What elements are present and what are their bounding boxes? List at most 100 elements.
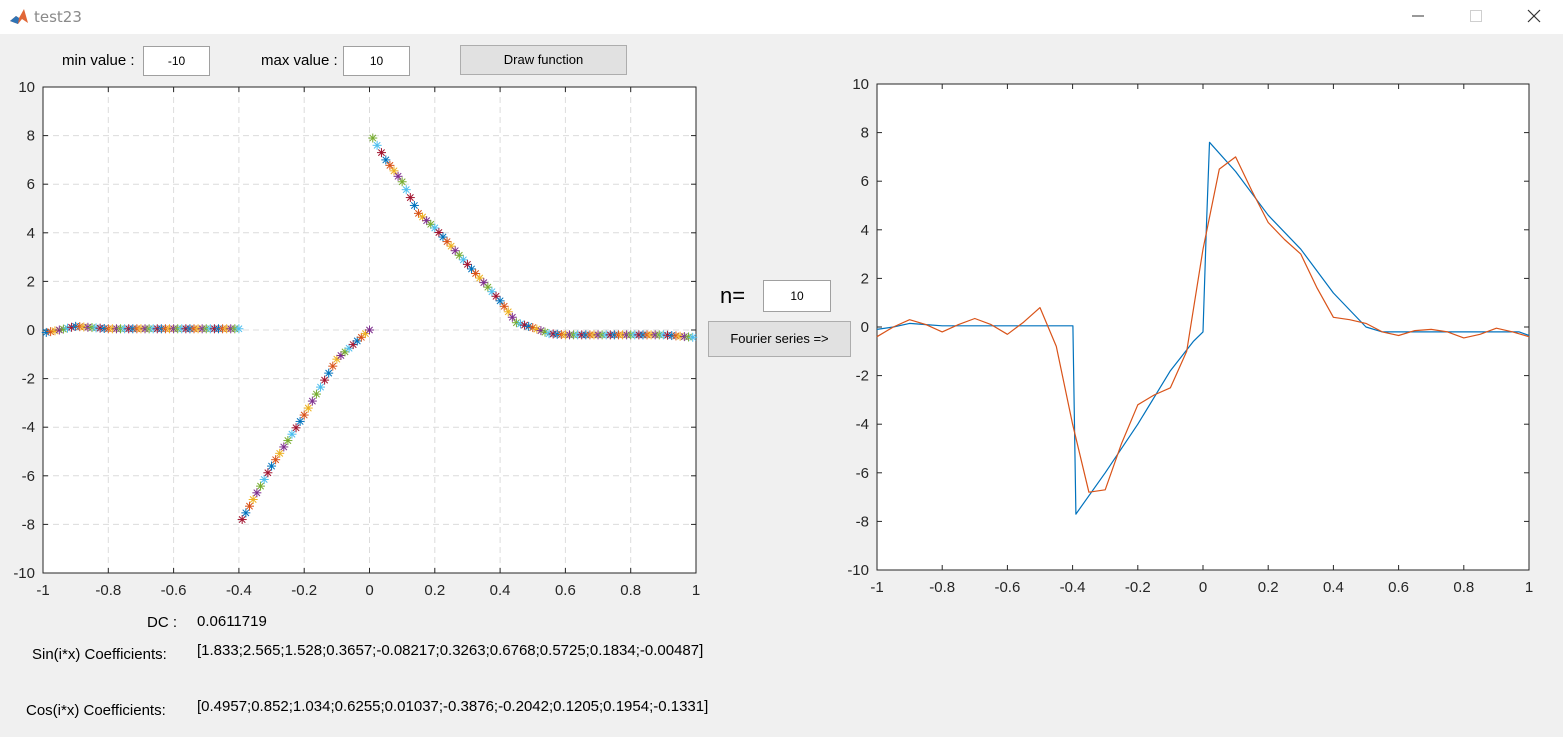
- data-point: [299, 410, 309, 420]
- left-chart-x-tick-label: 0.6: [555, 582, 576, 599]
- right-chart-y-tick-label: 10: [852, 76, 869, 93]
- data-point: [389, 166, 399, 176]
- left-chart-x-tick-label: -0.4: [226, 582, 252, 599]
- data-point: [409, 200, 419, 210]
- left-chart-y-tick-label: -8: [22, 516, 35, 533]
- dc-value: 0.0611719: [197, 613, 267, 630]
- data-point: [234, 324, 244, 334]
- left-chart-x-tick-label: -0.2: [291, 582, 317, 599]
- right-chart-x-tick-label: 0.6: [1388, 579, 1409, 596]
- cos-coefficients-label: Cos(i*x) Coefficients:: [26, 702, 166, 719]
- data-point: [536, 326, 546, 336]
- data-point: [303, 403, 313, 413]
- data-point: [397, 177, 407, 187]
- data-point: [279, 442, 289, 452]
- data-point: [307, 396, 317, 406]
- original-function-line: [876, 141, 1530, 515]
- max-value-input[interactable]: 10: [343, 46, 410, 76]
- data-point: [393, 171, 403, 181]
- minimize-icon: [1412, 15, 1424, 17]
- right-chart-y-tick-label: -6: [856, 465, 869, 482]
- right-chart-x-tick-label: 0.8: [1453, 579, 1474, 596]
- window-title: test23: [34, 8, 82, 26]
- fourier-approximation-line: [876, 156, 1530, 493]
- data-point: [471, 269, 481, 279]
- data-point: [446, 241, 456, 251]
- data-point: [245, 501, 255, 511]
- max-value-label: max value :: [261, 52, 338, 69]
- data-point: [381, 155, 391, 165]
- right-chart-y-tick-label: 6: [861, 173, 869, 190]
- data-point: [316, 382, 326, 392]
- right-chart-x-tick-label: 0: [1199, 579, 1207, 596]
- right-chart-y-tick-label: -2: [856, 368, 869, 385]
- left-chart-y-tick-label: 0: [27, 322, 35, 339]
- data-point: [495, 296, 505, 306]
- data-point: [532, 324, 542, 334]
- draw-function-button[interactable]: Draw function: [460, 45, 627, 75]
- sin-coefficients-value: [1.833;2.565;1.528;0.3657;-0.08217;0.326…: [197, 642, 704, 659]
- data-point: [271, 455, 281, 465]
- minimize-button[interactable]: [1388, 0, 1448, 32]
- data-point: [491, 291, 501, 301]
- right-chart-x-tick-label: 0.4: [1323, 579, 1344, 596]
- data-point: [511, 318, 521, 328]
- data-point: [507, 312, 517, 322]
- right-chart-x-tick-label: -1: [870, 579, 883, 596]
- data-point: [324, 368, 334, 378]
- data-point: [365, 325, 374, 335]
- left-chart-y-tick-label: 6: [27, 176, 35, 193]
- maximize-button[interactable]: [1446, 0, 1506, 32]
- right-chart-x-tick-label: -0.2: [1125, 579, 1151, 596]
- right-chart-y-tick-label: 2: [861, 270, 869, 287]
- title-bar: test23: [0, 0, 1563, 34]
- right-chart-y-tick-label: 4: [861, 222, 869, 239]
- fourier-series-axes: -1 -0.8 -0.6 -0.4 -0.2 0 0.2 0.4 0.6 0.8 1 -10 -8 -6 -…: [847, 76, 1533, 596]
- sin-coefficients-label: Sin(i*x) Coefficients:: [32, 646, 167, 663]
- data-point: [401, 185, 411, 195]
- data-point: [688, 332, 698, 342]
- fourier-series-button[interactable]: Fourier series =>: [708, 321, 851, 357]
- data-point: [376, 148, 386, 158]
- input-function-axes: -1 -0.8 -0.6 -0.4 -0.2 0 0.2 0.4 0.6 0.8 1 -10 -8 -6 -…: [13, 79, 700, 599]
- left-chart-y-tick-label: -2: [22, 371, 35, 388]
- data-point: [283, 436, 293, 446]
- close-button[interactable]: [1504, 0, 1563, 32]
- data-point: [54, 325, 64, 335]
- left-chart-x-tick-label: -1: [36, 582, 49, 599]
- data-point: [328, 361, 338, 371]
- left-chart-y-tick-label: 8: [27, 128, 35, 145]
- data-point: [237, 515, 247, 525]
- data-point: [256, 481, 266, 491]
- maximize-icon: [1470, 10, 1482, 22]
- right-chart-x-tick-label: -0.4: [1060, 579, 1086, 596]
- data-point: [287, 429, 297, 439]
- left-chart-x-tick-label: 0.8: [620, 582, 641, 599]
- n-input[interactable]: 10: [763, 280, 831, 312]
- right-chart-x-tick-label: 0.2: [1258, 579, 1279, 596]
- data-point: [267, 461, 277, 471]
- data-point: [385, 160, 395, 170]
- data-point: [336, 351, 346, 361]
- data-point: [275, 448, 285, 458]
- data-point: [259, 474, 269, 484]
- data-point: [295, 416, 305, 426]
- n-label: n=: [720, 283, 746, 308]
- data-point: [311, 389, 321, 399]
- data-point: [252, 488, 262, 498]
- left-chart-y-tick-label: -6: [22, 468, 35, 485]
- data-point: [248, 494, 258, 504]
- left-chart-y-tick-label: 2: [27, 273, 35, 290]
- data-point: [368, 133, 378, 143]
- right-chart-y-tick-label: -10: [847, 562, 869, 579]
- left-chart-x-tick-label: 0.4: [490, 582, 511, 599]
- left-chart-x-tick-label: 0.2: [424, 582, 445, 599]
- cos-coefficients-value: [0.4957;0.852;1.034;0.6255;0.01037;-0.38…: [197, 698, 709, 715]
- right-chart-y-tick-label: -4: [856, 416, 869, 433]
- left-chart-x-tick-label: 1: [692, 582, 700, 599]
- data-point: [499, 301, 509, 311]
- min-value-input[interactable]: -10: [143, 46, 210, 76]
- dc-label: DC :: [147, 614, 177, 631]
- left-chart-x-tick-label: -0.6: [161, 582, 187, 599]
